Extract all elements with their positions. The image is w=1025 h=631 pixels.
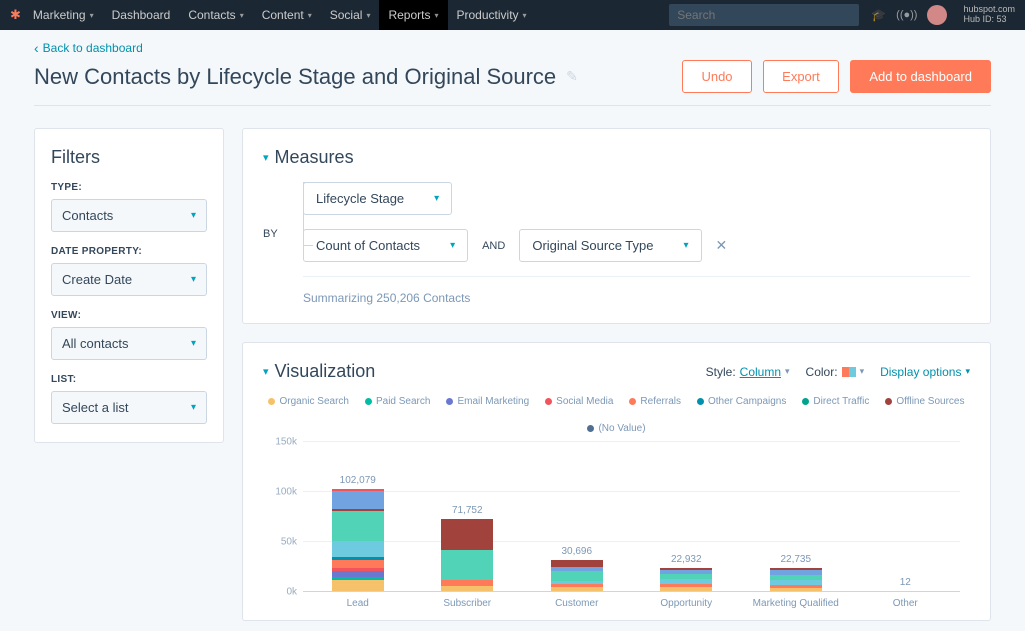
bar-segment: [660, 587, 712, 591]
bar-customer[interactable]: 30,696Customer: [532, 546, 622, 591]
back-link[interactable]: Back to dashboard: [34, 40, 143, 56]
bar-lead[interactable]: 102,079Lead: [313, 475, 403, 591]
date-property-select[interactable]: Create Date▾: [51, 263, 207, 296]
bar-value: 12: [900, 577, 911, 588]
bar-segment: [332, 491, 384, 509]
search-input[interactable]: [669, 4, 859, 26]
nav-item-dashboard[interactable]: Dashboard: [103, 0, 180, 30]
top-nav: ✱ Marketing▾ DashboardContacts▾Content▾S…: [0, 0, 1025, 30]
list-select[interactable]: Select a list▾: [51, 391, 207, 424]
undo-button[interactable]: Undo: [682, 60, 751, 93]
bar-segment: [441, 550, 493, 580]
nav-item-reports[interactable]: Reports▾: [379, 0, 447, 30]
broadcast-icon[interactable]: ((●)): [896, 9, 917, 21]
hub-info: hubspot.com Hub ID: 53: [963, 5, 1015, 25]
bar-segment: [332, 511, 384, 541]
chevron-down-icon: ▾: [263, 151, 269, 164]
summary-text: Summarizing 250,206 Contacts: [303, 276, 970, 305]
export-button[interactable]: Export: [763, 60, 839, 93]
filters-panel: Filters TYPE: Contacts▾ DATE PROPERTY: C…: [34, 128, 224, 443]
nav-brand[interactable]: Marketing▾: [24, 0, 103, 30]
column-chart: 0k50k100k150k 102,079Lead71,752Subscribe…: [303, 442, 960, 612]
nav-item-productivity[interactable]: Productivity▾: [448, 0, 536, 30]
view-select[interactable]: All contacts▾: [51, 327, 207, 360]
chevron-down-icon: ▾: [263, 365, 269, 378]
visualization-title[interactable]: ▾Visualization: [263, 361, 375, 382]
lifecycle-stage-select[interactable]: Lifecycle Stage▾: [303, 182, 452, 215]
academy-icon[interactable]: 🎓: [871, 8, 886, 22]
y-tick: 150k: [275, 437, 297, 448]
bar-opportunity[interactable]: 22,932Opportunity: [641, 554, 731, 591]
legend-item[interactable]: Social Media: [545, 396, 613, 407]
bar-segment: [551, 571, 603, 581]
nav-item-content[interactable]: Content▾: [253, 0, 321, 30]
nav-item-contacts[interactable]: Contacts▾: [179, 0, 252, 30]
by-label: BY: [263, 228, 278, 240]
color-control[interactable]: Color: ▾: [806, 365, 865, 379]
measures-panel: ▾Measures BY Lifecycle Stage▾ Count of C…: [242, 128, 991, 324]
add-to-dashboard-button[interactable]: Add to dashboard: [850, 60, 991, 93]
legend-item[interactable]: Paid Search: [365, 396, 430, 407]
bar-segment: [332, 541, 384, 557]
and-label: AND: [482, 240, 505, 252]
bar-segment: [551, 587, 603, 591]
bar-value: 102,079: [340, 475, 376, 486]
bar-segment: [332, 560, 384, 568]
legend-item[interactable]: Direct Traffic: [802, 396, 869, 407]
style-control[interactable]: Style: Column ▾: [706, 365, 790, 379]
legend-item[interactable]: (No Value): [587, 423, 645, 434]
view-label: VIEW:: [51, 310, 207, 321]
measures-title[interactable]: ▾Measures: [263, 147, 970, 168]
bar-segment: [441, 519, 493, 550]
bar-segment: [332, 580, 384, 591]
y-tick: 100k: [275, 487, 297, 498]
list-label: LIST:: [51, 374, 207, 385]
bar-value: 22,735: [780, 554, 811, 565]
original-source-select[interactable]: Original Source Type▾: [519, 229, 701, 262]
y-tick: 0k: [286, 587, 297, 598]
edit-title-icon[interactable]: ✎: [566, 68, 578, 85]
bar-value: 71,752: [452, 505, 483, 516]
nav-item-social[interactable]: Social▾: [321, 0, 380, 30]
legend-item[interactable]: Email Marketing: [446, 396, 529, 407]
display-options-control[interactable]: Display options ▾: [880, 365, 970, 379]
bar-segment: [770, 588, 822, 591]
avatar[interactable]: [927, 5, 947, 25]
legend-item[interactable]: Organic Search: [268, 396, 348, 407]
legend-item[interactable]: Referrals: [629, 396, 681, 407]
remove-measure-icon[interactable]: ✕: [716, 237, 728, 254]
bar-segment: [441, 586, 493, 591]
type-label: TYPE:: [51, 182, 207, 193]
count-contacts-select[interactable]: Count of Contacts▾: [303, 229, 468, 262]
chart-legend: Organic Search Paid Search Email Marketing…: [263, 396, 970, 434]
y-tick: 50k: [281, 537, 297, 548]
bar-value: 30,696: [561, 546, 592, 557]
brand-icon: ✱: [10, 7, 21, 23]
type-select[interactable]: Contacts▾: [51, 199, 207, 232]
bar-marketing-qualified[interactable]: 22,735Marketing Qualified: [751, 554, 841, 591]
legend-item[interactable]: Other Campaigns: [697, 396, 786, 407]
filters-title: Filters: [51, 147, 207, 168]
bar-value: 22,932: [671, 554, 702, 565]
bar-segment: [551, 560, 603, 567]
legend-item[interactable]: Offline Sources: [885, 396, 964, 407]
bar-subscriber[interactable]: 71,752Subscriber: [422, 505, 512, 591]
page-title: New Contacts by Lifecycle Stage and Orig…: [34, 64, 578, 90]
visualization-panel: ▾Visualization Style: Column ▾ Color: ▾ …: [242, 342, 991, 621]
bar-other[interactable]: 12Other: [860, 577, 950, 591]
date-property-label: DATE PROPERTY:: [51, 246, 207, 257]
